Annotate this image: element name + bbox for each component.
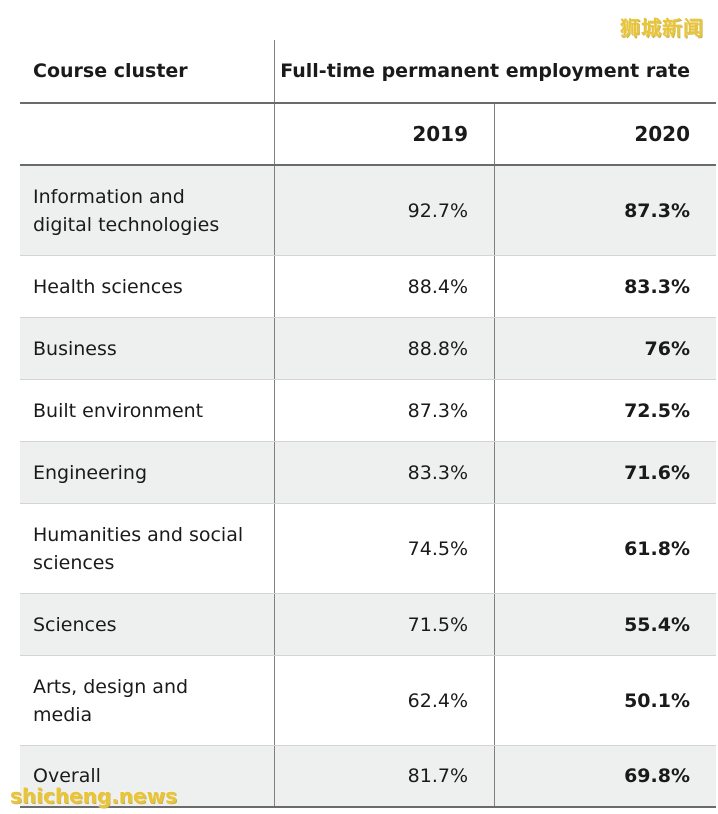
course-cluster-label-line: Information and <box>33 185 185 208</box>
table-row: Health sciences 88.4% 83.3% <box>20 256 716 318</box>
rate-2019-cell: 81.7% <box>275 746 495 806</box>
rate-2020-cell: 69.8% <box>624 765 690 787</box>
course-cluster-label: Business <box>20 318 275 379</box>
course-cluster-label: Arts, design and media <box>20 656 275 745</box>
course-cluster-label-line: sciences <box>33 551 115 574</box>
course-cluster-label-line: Humanities and social <box>33 523 244 546</box>
course-cluster-label-line: digital technologies <box>33 213 220 236</box>
rate-2019-cell: 62.4% <box>275 656 495 745</box>
rate-2020-cell: 61.8% <box>624 537 690 560</box>
course-cluster-label: Sciences <box>20 594 275 655</box>
rate-2019-cell: 88.8% <box>275 318 495 379</box>
year-2019-header: 2019 <box>275 104 495 164</box>
course-cluster-label: Overall <box>20 746 275 806</box>
rate-2019-cell: 71.5% <box>275 594 495 655</box>
year-row-blank-cell <box>20 104 275 164</box>
table-row: Built environment 87.3% 72.5% <box>20 380 716 442</box>
rate-2019-cell: 74.5% <box>275 504 495 593</box>
watermark-logo-text: 狮城新闻 <box>620 16 704 40</box>
rate-2020-cell: 55.4% <box>624 613 690 636</box>
table-row: Information and digital technologies 92.… <box>20 166 716 256</box>
rate-2019-cell: 87.3% <box>275 380 495 441</box>
rate-2020-cell: 87.3% <box>624 199 690 222</box>
rate-2020-cell: 71.6% <box>624 461 690 484</box>
rate-2020-cell: 72.5% <box>624 399 690 422</box>
course-cluster-label-line: media <box>33 703 93 726</box>
course-cluster-label-line: Arts, design and <box>33 675 189 698</box>
rate-2020-cell: 50.1% <box>624 689 690 712</box>
rate-2020-cell: 83.3% <box>624 275 690 298</box>
header-course-cluster: Course cluster <box>20 40 275 102</box>
course-cluster-label: Humanities and social sciences <box>20 504 275 593</box>
course-cluster-label: Health sciences <box>20 256 275 317</box>
table-row: Engineering 83.3% 71.6% <box>20 442 716 504</box>
table-row: Arts, design and media 62.4% 50.1% <box>20 656 716 746</box>
course-cluster-label: Information and digital technologies <box>20 166 275 255</box>
table-row-overall: Overall 81.7% 69.8% <box>20 746 716 808</box>
rate-2020-cell: 76% <box>644 337 690 360</box>
rate-2019-cell: 92.7% <box>275 166 495 255</box>
year-2020-header: 2020 <box>634 122 690 146</box>
table-row: Humanities and social sciences 74.5% 61.… <box>20 504 716 594</box>
table-header-row: Course cluster Full-time permanent emplo… <box>20 40 716 104</box>
employment-rate-table: Course cluster Full-time permanent emplo… <box>20 40 716 808</box>
table-row: Sciences 71.5% 55.4% <box>20 594 716 656</box>
table-row: Business 88.8% 76% <box>20 318 716 380</box>
rate-2019-cell: 83.3% <box>275 442 495 503</box>
watermark-url-text: shicheng.news <box>10 784 177 808</box>
rate-2019-cell: 88.4% <box>275 256 495 317</box>
header-employment-rate: Full-time permanent employment rate <box>280 60 690 82</box>
course-cluster-label: Engineering <box>20 442 275 503</box>
table-year-row: 2019 2020 <box>20 104 716 166</box>
course-cluster-label: Built environment <box>20 380 275 441</box>
